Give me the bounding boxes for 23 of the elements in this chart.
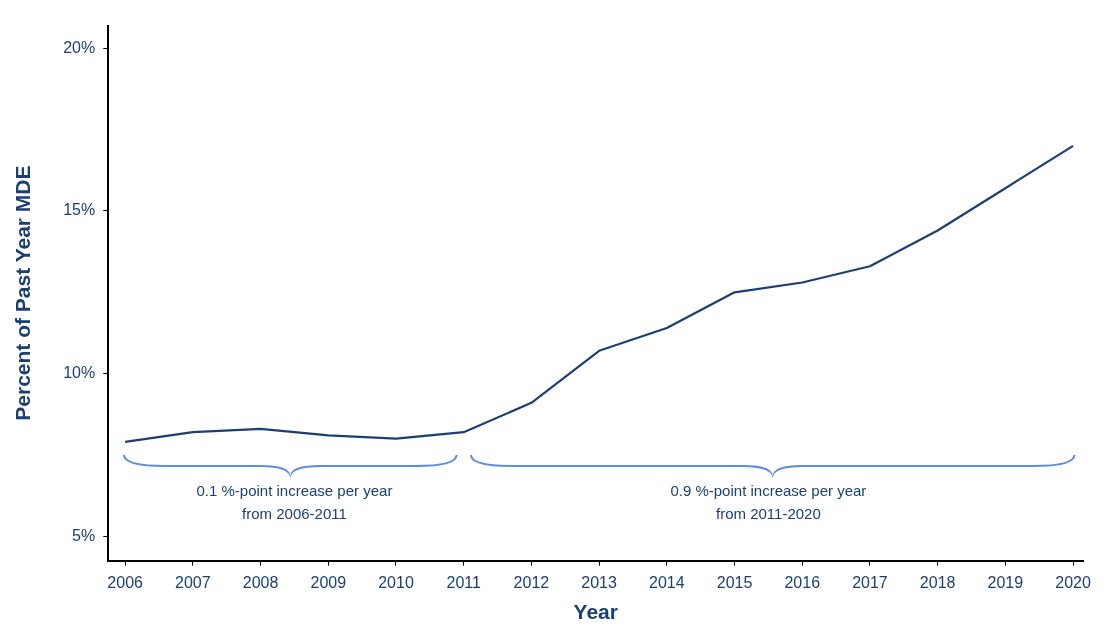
- y-tick-label: 20%: [63, 38, 96, 56]
- x-tick-label: 2008: [242, 573, 279, 591]
- x-tick-label: 2016: [784, 573, 821, 591]
- y-tick-label: 15%: [63, 201, 96, 219]
- x-tick-label: 2012: [513, 573, 550, 591]
- x-tick-label: 2017: [852, 573, 888, 591]
- x-tick-label: 2020: [1055, 573, 1091, 591]
- y-axis-title: Percent of Past Year MDE: [11, 165, 35, 421]
- annotation: 0.1 %-point increase per year from 2006-2011: [196, 482, 393, 523]
- y-tick-label: 5%: [72, 526, 96, 544]
- y-tick-label: 10%: [63, 364, 96, 381]
- x-tick-label: 2013: [581, 573, 618, 591]
- x-tick-label: 2007: [175, 573, 211, 591]
- x-tick-label: 2006: [107, 573, 144, 591]
- x-tick-label: 2019: [987, 573, 1024, 591]
- x-tick-label: 2018: [919, 573, 956, 591]
- x-tick-label: 2010: [378, 573, 414, 591]
- x-tick-label: 2015: [716, 573, 753, 591]
- x-tick-label: 2014: [649, 573, 685, 591]
- annotation: 0.9 %-point increase per year from 2011-2020: [670, 482, 867, 523]
- x-tick-label: 2011: [446, 573, 481, 591]
- x-tick-label: 2009: [310, 573, 347, 591]
- x-axis-title: Year: [573, 600, 618, 624]
